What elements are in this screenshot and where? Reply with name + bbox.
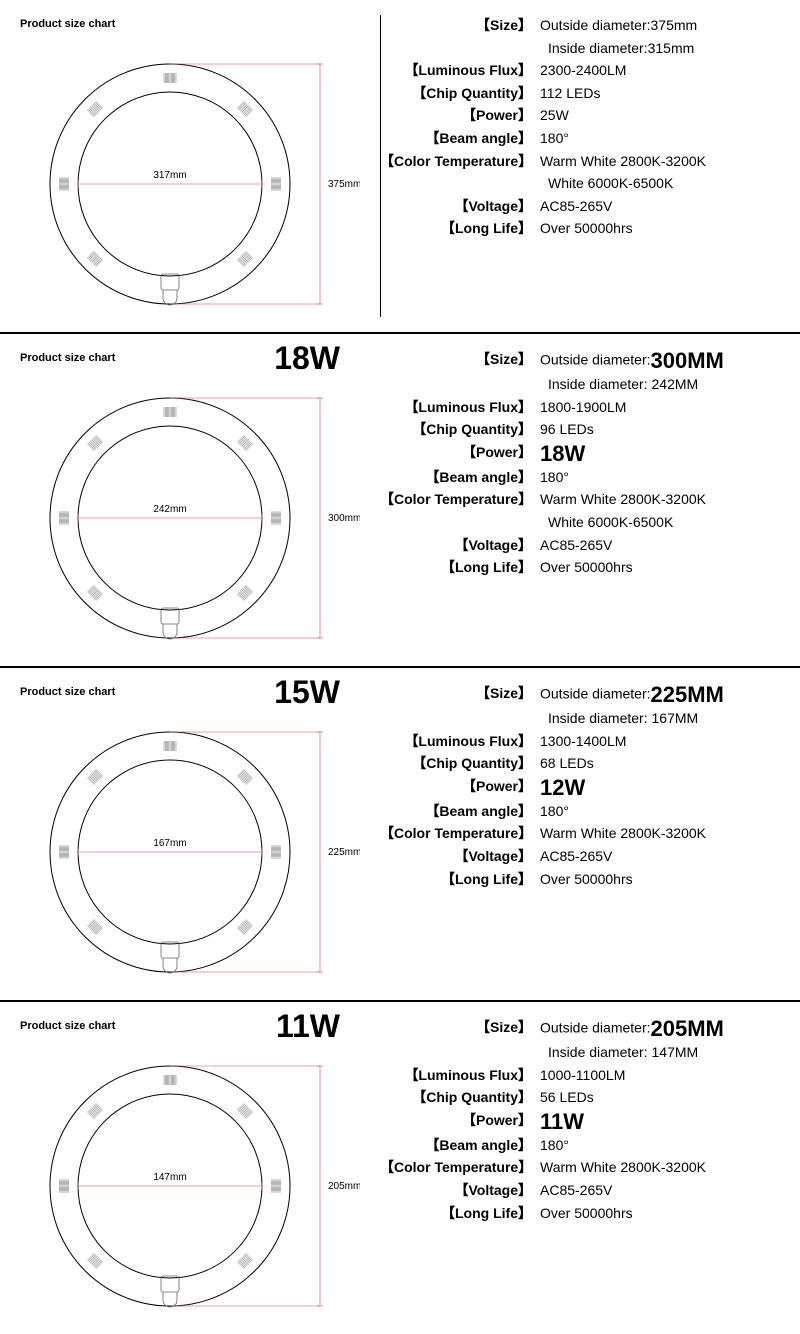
svg-text:205mm: 205mm (328, 1181, 360, 1192)
spec-label-voltage: 【Voltage】 (380, 1181, 540, 1201)
spec-label-ct: 【Color Temperature】 (380, 490, 540, 510)
spec-value-voltage: AC85-265V (540, 536, 790, 556)
product-section: Product size chart 317mm 375mm 【Size】 Ou… (0, 0, 800, 334)
spec-value-flux: 1800-1900LM (540, 398, 790, 418)
spec-value-inside: Inside diameter: 242MM (548, 375, 790, 395)
spec-label-chip: 【Chip Quantity】 (380, 420, 540, 440)
spec-label-life: 【Long Life】 (380, 219, 540, 239)
spec-label-power: 【Power】 (380, 106, 540, 126)
spec-value-power: 11W (540, 1111, 790, 1133)
spec-label-beam: 【Beam angle】 (380, 1136, 540, 1156)
svg-text:225mm: 225mm (328, 847, 360, 858)
wattage-title: 15W (274, 674, 340, 711)
diagram-column: 18WProduct size chart 242mm 300mm (0, 342, 380, 658)
spec-value-power: 25W (540, 106, 790, 126)
spec-label-voltage: 【Voltage】 (380, 197, 540, 217)
wattage-title: 11W (276, 1008, 340, 1045)
spec-label-flux: 【Luminous Flux】 (380, 398, 540, 418)
spec-value-life: Over 50000hrs (540, 558, 790, 578)
spec-label-ct: 【Color Temperature】 (380, 824, 540, 844)
spec-label-size: 【Size】 (380, 350, 540, 372)
svg-text:167mm: 167mm (153, 838, 186, 849)
spec-value-chip: 56 LEDs (540, 1088, 790, 1108)
spec-value-inside: Inside diameter: 147MM (548, 1043, 790, 1063)
spec-value-ct: Warm White 2800K-3200K (540, 490, 790, 510)
spec-label-beam: 【Beam angle】 (380, 129, 540, 149)
svg-text:375mm: 375mm (328, 179, 360, 190)
spec-label-chip: 【Chip Quantity】 (380, 754, 540, 774)
svg-text:300mm: 300mm (328, 513, 360, 524)
spec-label-life: 【Long Life】 (380, 1204, 540, 1224)
diagram-column: 11WProduct size chart 147mm 205mm (0, 1010, 380, 1326)
spec-value-outside: Outside diameter:375mm (540, 16, 790, 36)
spec-value-chip: 96 LEDs (540, 420, 790, 440)
spec-value-ct: Warm White 2800K-3200K (540, 1158, 790, 1178)
spec-value-outside: Outside diameter:205MM (540, 1018, 790, 1040)
spec-label-ct: 【Color Temperature】 (380, 152, 540, 172)
diagram-column: 15WProduct size chart 167mm 225mm (0, 676, 380, 992)
spec-value-chip: 112 LEDs (540, 84, 790, 104)
product-section: 18WProduct size chart 242mm 300mm 【Size】… (0, 334, 800, 668)
spec-value-inside: Inside diameter:315mm (548, 39, 790, 59)
spec-column: 【Size】 Outside diameter:225MM Inside dia… (380, 676, 800, 992)
product-section: 15WProduct size chart 167mm 225mm 【Size】… (0, 668, 800, 1002)
spec-label-ct: 【Color Temperature】 (380, 1158, 540, 1178)
spec-value-life: Over 50000hrs (540, 870, 790, 890)
spec-value-outside: Outside diameter:300MM (540, 350, 790, 372)
spec-label-flux: 【Luminous Flux】 (380, 732, 540, 752)
spec-label-beam: 【Beam angle】 (380, 802, 540, 822)
spec-value-power: 12W (540, 777, 790, 799)
spec-label-power: 【Power】 (380, 1111, 540, 1133)
spec-ct-line2: White 6000K-6500K (548, 174, 790, 194)
svg-text:242mm: 242mm (153, 504, 186, 515)
spec-value-ct: Warm White 2800K-3200K (540, 824, 790, 844)
spec-value-voltage: AC85-265V (540, 847, 790, 867)
spec-value-inside: Inside diameter: 167MM (548, 709, 790, 729)
spec-value-life: Over 50000hrs (540, 1204, 790, 1224)
spec-value-flux: 2300-2400LM (540, 61, 790, 81)
svg-text:317mm: 317mm (153, 170, 186, 181)
spec-value-beam: 180° (540, 129, 790, 149)
svg-text:147mm: 147mm (153, 1172, 186, 1183)
diagram-column: Product size chart 317mm 375mm (0, 8, 380, 324)
spec-ct-line2: White 6000K-6500K (548, 513, 790, 533)
spec-label-life: 【Long Life】 (380, 870, 540, 890)
spec-label-chip: 【Chip Quantity】 (380, 84, 540, 104)
product-section: 11WProduct size chart 147mm 205mm 【Size】… (0, 1002, 800, 1334)
spec-value-chip: 68 LEDs (540, 754, 790, 774)
spec-column: 【Size】 Outside diameter:205MM Inside dia… (380, 1010, 800, 1326)
spec-value-voltage: AC85-265V (540, 197, 790, 217)
spec-label-size: 【Size】 (380, 684, 540, 706)
spec-label-beam: 【Beam angle】 (380, 468, 540, 488)
spec-label-chip: 【Chip Quantity】 (380, 1088, 540, 1108)
spec-column: 【Size】 Outside diameter:375mm Inside dia… (380, 8, 800, 324)
spec-value-flux: 1300-1400LM (540, 732, 790, 752)
wattage-title: 18W (274, 340, 340, 377)
spec-label-power: 【Power】 (380, 777, 540, 799)
spec-label-power: 【Power】 (380, 443, 540, 465)
spec-value-power: 18W (540, 443, 790, 465)
spec-value-outside: Outside diameter:225MM (540, 684, 790, 706)
spec-label-flux: 【Luminous Flux】 (380, 1066, 540, 1086)
spec-value-ct: Warm White 2800K-3200K (540, 152, 790, 172)
spec-value-beam: 180° (540, 802, 790, 822)
spec-label-size: 【Size】 (380, 1018, 540, 1040)
column-divider (380, 15, 381, 317)
spec-label-voltage: 【Voltage】 (380, 847, 540, 867)
spec-label-size: 【Size】 (380, 16, 540, 36)
spec-value-beam: 180° (540, 1136, 790, 1156)
spec-label-voltage: 【Voltage】 (380, 536, 540, 556)
spec-value-life: Over 50000hrs (540, 219, 790, 239)
spec-label-flux: 【Luminous Flux】 (380, 61, 540, 81)
spec-value-beam: 180° (540, 468, 790, 488)
spec-value-voltage: AC85-265V (540, 1181, 790, 1201)
chart-title: Product size chart (20, 18, 370, 30)
spec-value-flux: 1000-1100LM (540, 1066, 790, 1086)
spec-column: 【Size】 Outside diameter:300MM Inside dia… (380, 342, 800, 658)
spec-label-life: 【Long Life】 (380, 558, 540, 578)
